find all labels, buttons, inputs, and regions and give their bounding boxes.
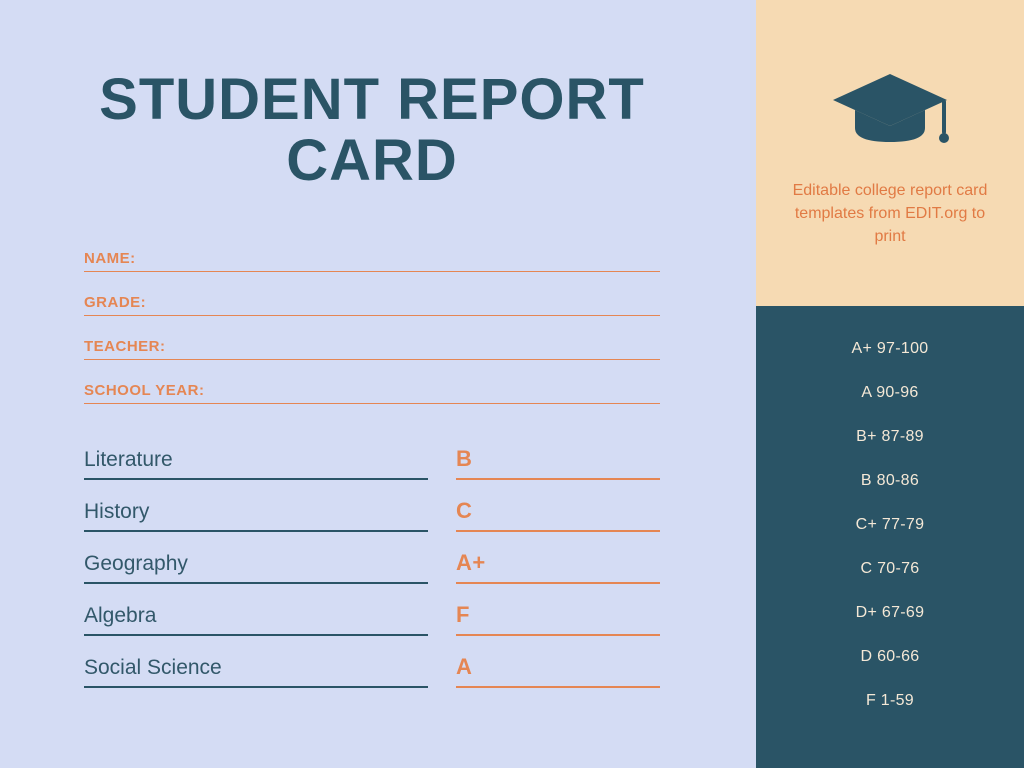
- grade-scale-item: B+ 87-89: [856, 428, 924, 446]
- graduation-cap-icon: [825, 68, 955, 163]
- grade-scale-item: F 1-59: [866, 692, 914, 710]
- grade-row: Literature B: [84, 428, 660, 480]
- grade-subject: Literature: [84, 448, 428, 480]
- report-card-page: STUDENT REPORT CARD NAME: GRADE: TEACHER: S…: [0, 0, 1024, 768]
- grade-row: Geography A+: [84, 532, 660, 584]
- grade-row: Social Science A: [84, 636, 660, 688]
- sidebar-tagline: Editable college report card templates f…: [784, 179, 996, 249]
- grade-scale-item: A 90-96: [861, 384, 918, 402]
- student-info-block: NAME: GRADE: TEACHER: SCHOOL YEAR:: [48, 234, 696, 404]
- grade-value: A+: [456, 550, 660, 584]
- grade-row: History C: [84, 480, 660, 532]
- grade-scale-item: A+ 97-100: [852, 340, 929, 358]
- info-label: GRADE:: [84, 294, 146, 311]
- grade-subject: Social Science: [84, 656, 428, 688]
- grade-scale-item: D+ 67-69: [856, 604, 925, 622]
- grade-scale-item: C+ 77-79: [856, 516, 925, 534]
- grade-subject: Geography: [84, 552, 428, 584]
- title-line-1: STUDENT REPORT: [99, 67, 645, 132]
- grade-scale-item: B 80-86: [861, 472, 919, 490]
- grade-row: Algebra F: [84, 584, 660, 636]
- sidebar-top: Editable college report card templates f…: [756, 0, 1024, 306]
- sidebar: Editable college report card templates f…: [756, 0, 1024, 768]
- info-row: NAME:: [84, 234, 660, 272]
- info-row: TEACHER:: [84, 322, 660, 360]
- info-row: GRADE:: [84, 278, 660, 316]
- grade-scale-item: C 70-76: [860, 560, 919, 578]
- grade-value: F: [456, 602, 660, 636]
- grade-scale-item: D 60-66: [860, 648, 919, 666]
- grade-scale: A+ 97-100 A 90-96 B+ 87-89 B 80-86 C+ 77-79 C…: [756, 306, 1024, 768]
- title-line-2: CARD: [286, 128, 458, 193]
- info-row: SCHOOL YEAR:: [84, 366, 660, 404]
- grades-block: LiteratureBHistoryCGeographyA+AlgebraFSo…: [48, 410, 696, 688]
- info-label: TEACHER:: [84, 338, 166, 355]
- grade-value: B: [456, 446, 660, 480]
- page-title: STUDENT REPORT CARD: [48, 70, 696, 192]
- grade-value: C: [456, 498, 660, 532]
- grade-value: A: [456, 654, 660, 688]
- info-label: NAME:: [84, 250, 136, 267]
- info-label: SCHOOL YEAR:: [84, 382, 204, 399]
- grade-subject: Algebra: [84, 604, 428, 636]
- grade-subject: History: [84, 500, 428, 532]
- main-panel: STUDENT REPORT CARD NAME: GRADE: TEACHER: S…: [0, 0, 756, 768]
